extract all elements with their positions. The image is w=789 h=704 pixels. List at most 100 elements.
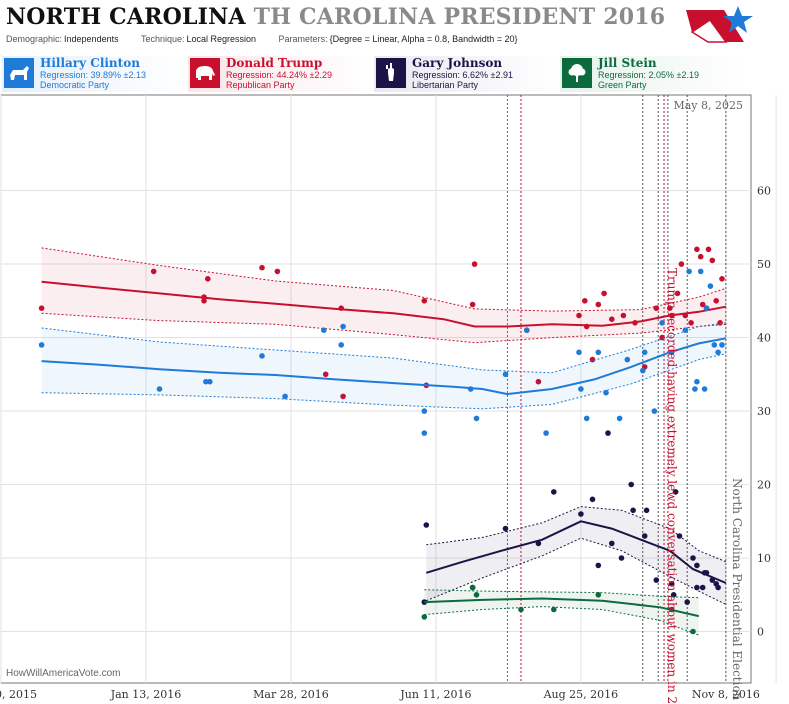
watermark: HowWillAmericaVote.com — [6, 668, 121, 679]
hillary-clintonpoll-point — [156, 386, 163, 392]
donald-trumppoll-point — [535, 378, 542, 385]
gary-johnsonpoll-point — [703, 570, 710, 576]
title-sub: TH CAROLINA PRESIDENT 2016 — [253, 4, 666, 30]
tree-icon — [562, 58, 592, 88]
jill-steinpoll-point — [469, 584, 476, 591]
legend-stein-name: Jill Stein — [598, 56, 657, 70]
donald-trumppoll-point — [694, 246, 700, 253]
donald-trumplower-bound-line — [41, 312, 726, 344]
legend-johnson-regression: Regression: 6.62% ±2.91 — [412, 70, 513, 80]
hillary-clintonpoll-point — [38, 342, 45, 348]
donald-trumppoll-point — [595, 301, 602, 308]
hillary-clintonpoll-point — [701, 386, 708, 392]
hillary-clintonpoll-point — [603, 389, 609, 396]
donald-trumppoll-point — [705, 246, 712, 253]
hillary-clintonpoll-point — [203, 378, 209, 385]
title-main: NORTH CAROLINA — [6, 4, 246, 30]
hillary-clintonpoll-point — [207, 378, 213, 385]
gary-johnsonpoll-point — [595, 562, 602, 569]
jill-steinpoll-point — [518, 606, 524, 613]
donald-trumppoll-point — [338, 305, 345, 312]
hillary-clintonpoll-point — [624, 356, 631, 363]
annotation-label: Trump recorded having extremely lewd con… — [665, 268, 679, 704]
hillary-clintonpoll-point — [282, 393, 288, 400]
hillary-clintonpoll-point — [502, 371, 509, 378]
y-tick-label: 50 — [757, 258, 771, 271]
legend-stein-regression: Regression: 2.05% ±2.19 — [598, 70, 699, 80]
hillary-clintonlower-bound-line — [41, 353, 727, 410]
donald-trumppoll-point — [601, 290, 607, 297]
legend-trump-party: Republican Party — [226, 80, 295, 90]
gary-johnsonpoll-point — [605, 430, 611, 436]
hillary-clintontrend-line — [41, 337, 727, 396]
x-tick-label: Mar 28, 2016 — [253, 688, 329, 701]
hillary-clintonpoll-point — [641, 349, 648, 356]
gary-johnsonpoll-point — [694, 584, 700, 591]
legend-clinton-name: Hillary Clinton — [40, 56, 140, 70]
hillary-clintonpoll-point — [668, 349, 675, 356]
gary-johnsonpoll-point — [578, 511, 584, 517]
donald-trumppoll-point — [38, 305, 45, 312]
hillary-clintonpoll-point — [259, 353, 265, 359]
legend-johnson-party: Libertarian Party — [412, 80, 479, 90]
chart-date-label: May 8, 2025 — [673, 99, 743, 112]
hillary-clintonconfidence-band — [41, 322, 726, 409]
jill-steinpoll-point — [421, 614, 428, 620]
donkey-icon — [4, 58, 34, 88]
donald-trumppoll-point — [421, 298, 428, 304]
donald-trumppoll-point — [688, 320, 694, 326]
hillary-clintonpoll-point — [595, 349, 602, 356]
gary-johnsonpoll-point — [643, 507, 650, 514]
donald-trumppoll-point — [667, 305, 673, 312]
donald-trumppoll-point — [668, 312, 675, 319]
donald-trumppoll-point — [205, 276, 211, 282]
legend-johnson: Gary Johnson Regression: 6.62% ±2.91 Lib… — [374, 56, 560, 92]
gary-johnsonpoll-point — [609, 540, 615, 547]
hillary-clintonpoll-point — [321, 327, 327, 334]
hillary-clintonpoll-point — [421, 408, 428, 414]
hillary-clintonpoll-point — [686, 268, 692, 275]
donald-trumpupper-bound-line — [41, 247, 727, 312]
hillary-clintonpoll-point — [421, 430, 428, 436]
donald-trumppoll-point — [699, 301, 706, 308]
hillary-clintonpoll-point — [578, 386, 584, 392]
donald-trumppoll-point — [583, 323, 590, 330]
y-tick-label: 0 — [757, 626, 764, 639]
gary-johnsonpoll-point — [690, 555, 696, 561]
demographic-label: Demographic: — [6, 34, 63, 44]
gary-johnsonpoll-point — [551, 489, 557, 495]
parameters-value: {Degree = Linear, Alpha = 0.8, Bandwidth… — [329, 34, 518, 44]
legend-trump-name: Donald Trump — [226, 56, 323, 70]
donald-trumppoll-point — [201, 298, 207, 304]
gary-johnsonpoll-point — [715, 584, 721, 591]
hillary-clintonpoll-point — [694, 378, 700, 385]
gary-johnsonpoll-point — [676, 533, 683, 539]
donald-trumppoll-point — [471, 261, 478, 267]
donald-trumppoll-point — [609, 316, 615, 323]
donald-trumppoll-point — [674, 290, 681, 297]
hillary-clintonpoll-point — [616, 415, 623, 422]
hillary-clintonpoll-point — [583, 415, 590, 422]
hillary-clintonpoll-point — [651, 408, 658, 414]
hillary-clintonpoll-point — [711, 342, 718, 348]
hillary-clintonpoll-point — [692, 386, 698, 392]
y-tick-label: 10 — [757, 552, 771, 565]
legend-clinton-party: Democratic Party — [40, 80, 110, 90]
hillary-clintonpoll-point — [640, 367, 646, 374]
parameters-label: Parameters: — [278, 34, 328, 44]
gary-johnsonpoll-point — [502, 525, 509, 532]
hillary-clintonpoll-point — [703, 305, 710, 312]
jill-steinpoll-point — [473, 592, 480, 598]
parameters-bar: Demographic: Independents Technique: Local… — [6, 34, 537, 44]
y-tick-label: 40 — [757, 332, 771, 345]
gary-johnsonpoll-point — [535, 540, 542, 547]
legend-stein-party: Green Party — [598, 80, 647, 90]
hillary-clintonpoll-point — [524, 327, 530, 334]
hillary-clintonpoll-point — [576, 349, 582, 356]
gary-johnsonpoll-point — [653, 577, 660, 583]
hillary-clintonpoll-point — [682, 327, 689, 334]
x-tick-label: Nov 8, 2016 — [692, 688, 760, 701]
jill-steinpoll-point — [595, 592, 602, 598]
jill-steinpoll-point — [551, 606, 557, 613]
donald-trumppoll-point — [709, 257, 716, 264]
